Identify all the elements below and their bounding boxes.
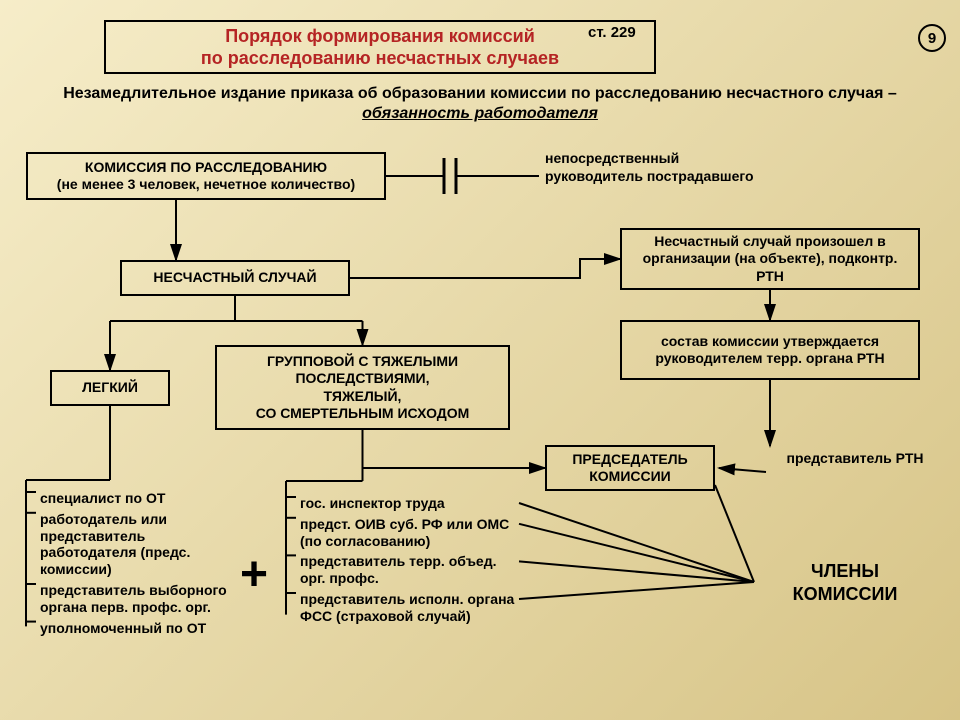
chairman-label: ПРЕДСЕДАТЕЛЬ КОМИССИИ xyxy=(553,451,707,486)
page-number-badge: 9 xyxy=(918,24,946,52)
node-severe: ГРУППОВОЙ С ТЯЖЕЛЫМИ ПОСЛЕДСТВИЯМИ, ТЯЖЕ… xyxy=(215,345,510,430)
node-light: ЛЕГКИЙ xyxy=(50,370,170,406)
list-item: представитель терр. объед. орг. профс. xyxy=(300,553,515,587)
severe-l2: ТЯЖЕЛЫЙ, xyxy=(324,388,402,406)
list-item: представитель выборного органа перв. про… xyxy=(40,582,240,616)
commission-l1: КОМИССИЯ ПО РАССЛЕДОВАНИЮ xyxy=(85,159,327,177)
intro-emph: обязанность работодателя xyxy=(362,105,598,122)
light-label: ЛЕГКИЙ xyxy=(82,379,138,397)
text-members: ЧЛЕНЫ КОМИССИИ xyxy=(760,560,930,605)
diagram-canvas: Порядок формирования комиссий по расслед… xyxy=(0,0,960,720)
list-item: работодатель или представитель работодат… xyxy=(40,511,240,578)
rtn-approve-label: состав комиссии утверждается руководител… xyxy=(628,333,912,368)
list-item: представитель исполн. органа ФСС (страхо… xyxy=(300,591,515,625)
severe-l1: ГРУППОВОЙ С ТЯЖЕЛЫМИ ПОСЛЕДСТВИЯМИ, xyxy=(223,353,502,388)
title-line2: по расследованию несчастных случаев xyxy=(201,47,559,70)
page-number: 9 xyxy=(928,30,936,47)
node-accident: НЕСЧАСТНЫЙ СЛУЧАЙ xyxy=(120,260,350,296)
node-rtn-approve: состав комиссии утверждается руководител… xyxy=(620,320,920,380)
severe-l3: СО СМЕРТЕЛЬНЫМ ИСХОДОМ xyxy=(256,405,470,423)
list-item: гос. инспектор труда xyxy=(300,495,515,512)
severe-list: гос. инспектор труда предст. ОИВ суб. РФ … xyxy=(300,495,515,629)
commission-l2: (не менее 3 человек, нечетное количество… xyxy=(57,176,355,194)
node-commission: КОМИССИЯ ПО РАССЛЕДОВАНИЮ (не менее 3 че… xyxy=(26,152,386,200)
text-rtn-rep: представитель РТН xyxy=(770,450,940,468)
article-ref: ст. 229 xyxy=(588,24,636,43)
plus-symbol: + xyxy=(240,545,268,605)
list-item: предст. ОИВ суб. РФ или ОМС (по согласов… xyxy=(300,516,515,550)
rtn-org-label: Несчастный случай произошел в организаци… xyxy=(628,233,912,286)
light-list: специалист по ОТ работодатель или предста… xyxy=(40,490,240,640)
list-item: уполномоченный по ОТ xyxy=(40,620,240,637)
accident-label: НЕСЧАСТНЫЙ СЛУЧАЙ xyxy=(153,269,316,287)
intro-regular: Незамедлительное издание приказа об обра… xyxy=(63,85,897,102)
node-chairman: ПРЕДСЕДАТЕЛЬ КОМИССИИ xyxy=(545,445,715,491)
title-line1: Порядок формирования комиссий xyxy=(225,25,535,48)
intro-text: Незамедлительное издание приказа об обра… xyxy=(60,84,900,124)
node-rtn-org: Несчастный случай произошел в организаци… xyxy=(620,228,920,290)
list-item: специалист по ОТ xyxy=(40,490,240,507)
title-box: Порядок формирования комиссий по расслед… xyxy=(104,20,656,74)
text-direct-supervisor: непосредственный руководитель пострадавш… xyxy=(545,150,755,185)
